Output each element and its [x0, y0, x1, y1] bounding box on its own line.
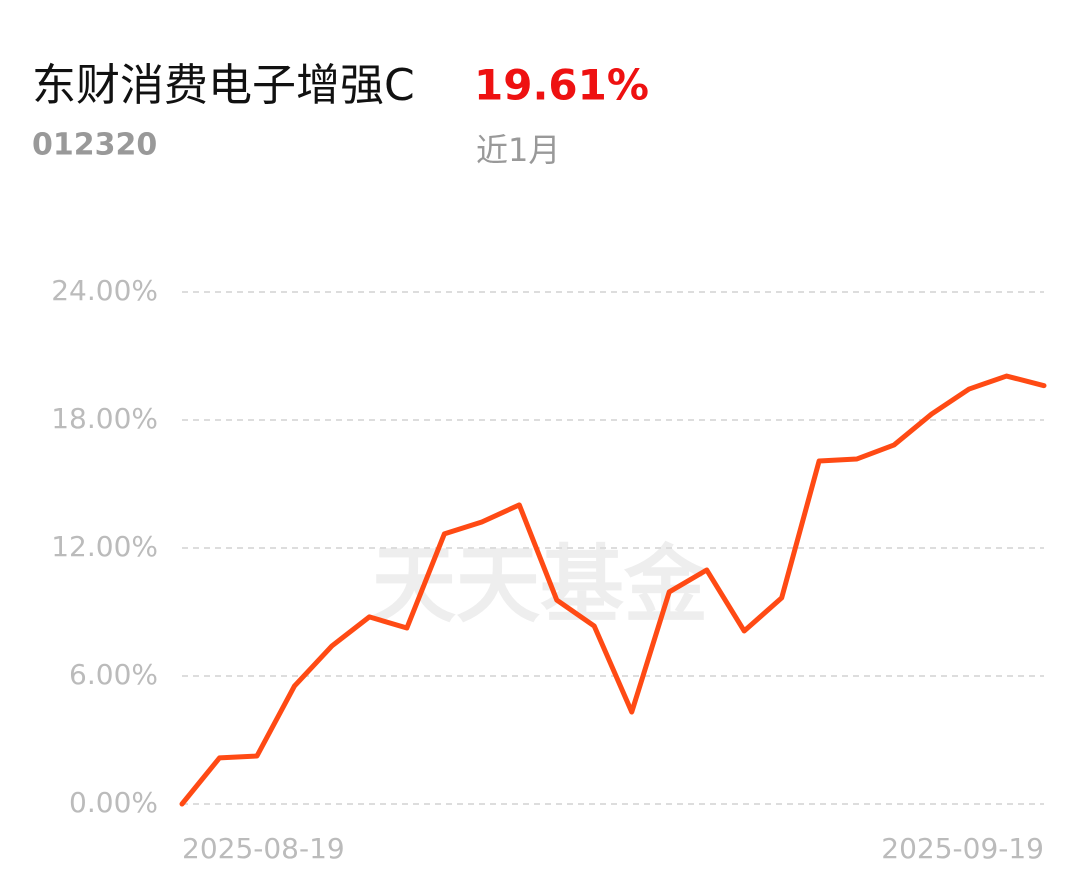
fund-name: 东财消费电子增强C [32, 60, 415, 111]
watermark: 天天基金 [372, 535, 709, 634]
x-tick-label: 2025-08-19 [182, 832, 345, 865]
x-tick-label: 2025-09-19 [881, 832, 1044, 865]
y-tick-label: 6.00% [69, 658, 158, 691]
fund-code: 012320 [32, 128, 157, 163]
line [179, 373, 1047, 807]
return-value: 19.61% [474, 61, 649, 110]
y-tick-label: 24.00% [51, 274, 158, 307]
period-label: 近1月 [476, 131, 560, 169]
y-tick-label: 18.00% [51, 402, 158, 435]
y-tick-label: 12.00% [51, 530, 158, 563]
y-tick-label: 0.00% [69, 786, 158, 819]
